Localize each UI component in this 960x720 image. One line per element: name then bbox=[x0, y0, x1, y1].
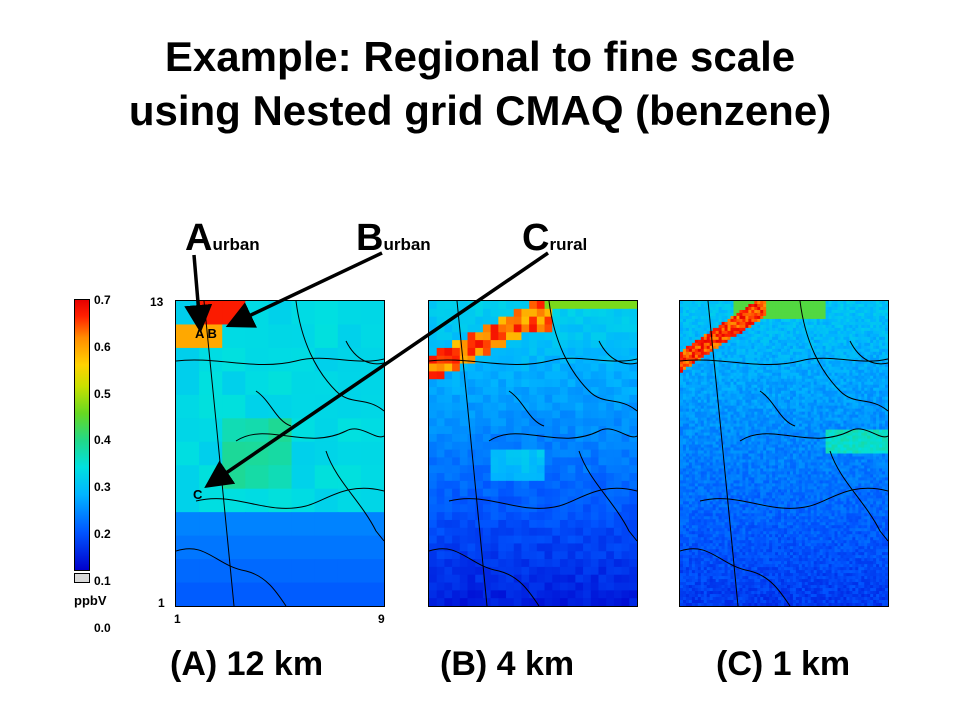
arrow-b bbox=[225, 251, 383, 328]
concentration-map-12km bbox=[176, 301, 384, 606]
site-label-b: Burban bbox=[356, 218, 431, 265]
site-type-a: urban bbox=[212, 235, 260, 254]
title-line-1: Example: Regional to fine scale bbox=[164, 33, 796, 80]
map-4km bbox=[428, 300, 638, 607]
colorbar-tick: 0.0 bbox=[94, 620, 111, 635]
colorbar bbox=[74, 299, 90, 571]
slide-title: Example: Regional to fine scale using Ne… bbox=[0, 30, 960, 138]
site-letter-a: A bbox=[185, 217, 213, 259]
map-12km bbox=[175, 300, 385, 607]
grid-y-bottom: 1 bbox=[158, 596, 165, 610]
colorbar-tick: 0.7 bbox=[94, 293, 111, 307]
colorbar-unit: ppbV bbox=[74, 593, 107, 608]
map-point-label-c: C bbox=[193, 487, 203, 502]
caption-panel-a: (A) 12 km bbox=[170, 645, 324, 683]
colorbar-tick: 0.5 bbox=[94, 386, 111, 401]
colorbar-tick: 0.1 bbox=[94, 573, 111, 588]
site-type-c: rural bbox=[549, 235, 588, 254]
grid-y-top: 13 bbox=[150, 295, 164, 309]
concentration-map-4km bbox=[429, 301, 637, 606]
concentration-map-1km bbox=[680, 301, 888, 606]
colorbar-tick: 0.3 bbox=[94, 480, 111, 495]
site-letter-c: C bbox=[522, 217, 550, 259]
site-label-c: Crural bbox=[522, 218, 587, 265]
title-line-2: using Nested grid CMAQ (benzene) bbox=[128, 87, 832, 134]
grid-x-right: 9 bbox=[378, 612, 385, 626]
colorbar-nodata-swatch bbox=[74, 573, 90, 583]
site-letter-b: B bbox=[356, 217, 384, 259]
colorbar-tick: 0.2 bbox=[94, 527, 111, 541]
arrow-a bbox=[184, 254, 213, 333]
site-type-b: urban bbox=[383, 235, 431, 254]
map-1km bbox=[679, 300, 889, 607]
site-label-a: Aurban bbox=[185, 218, 260, 265]
grid-x-left: 1 bbox=[174, 612, 181, 626]
arrow-c bbox=[204, 251, 549, 488]
colorbar-tick: 0.4 bbox=[94, 433, 111, 448]
caption-panel-c: (C) 1 km bbox=[716, 645, 851, 683]
caption-panel-b: (B) 4 km bbox=[440, 645, 575, 683]
colorbar-tick: 0.6 bbox=[94, 339, 111, 354]
